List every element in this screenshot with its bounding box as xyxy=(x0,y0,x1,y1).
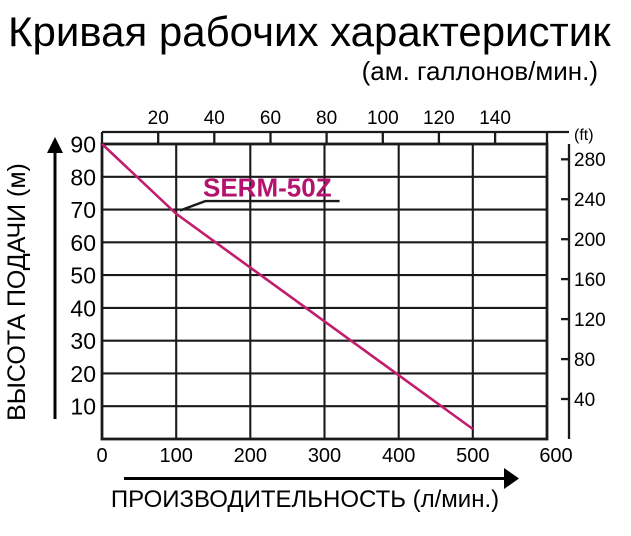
svg-text:80: 80 xyxy=(316,108,337,129)
svg-text:60: 60 xyxy=(260,108,281,129)
svg-text:120: 120 xyxy=(423,108,455,129)
svg-text:120: 120 xyxy=(574,310,606,331)
svg-text:160: 160 xyxy=(574,270,606,291)
svg-text:(ам. галлонов/мин.): (ам. галлонов/мин.) xyxy=(362,56,598,86)
svg-text:240: 240 xyxy=(574,190,606,211)
svg-text:20: 20 xyxy=(70,361,96,387)
svg-text:300: 300 xyxy=(308,445,341,467)
svg-text:Кривая рабочих характеристик: Кривая рабочих характеристик xyxy=(8,8,611,55)
svg-text:400: 400 xyxy=(382,445,415,467)
svg-text:40: 40 xyxy=(204,108,225,129)
svg-text:600: 600 xyxy=(539,445,572,467)
svg-text:60: 60 xyxy=(70,230,96,256)
svg-text:80: 80 xyxy=(574,350,595,371)
svg-text:ВЫСОТА ПОДАЧИ (м): ВЫСОТА ПОДАЧИ (м) xyxy=(3,163,31,421)
svg-text:100: 100 xyxy=(160,445,193,467)
svg-text:280: 280 xyxy=(574,150,606,171)
svg-text:80: 80 xyxy=(70,164,96,190)
svg-text:SERM-50Z: SERM-50Z xyxy=(203,173,332,203)
svg-text:ПРОИЗВОДИТЕЛЬНОСТЬ (л/мин.): ПРОИЗВОДИТЕЛЬНОСТЬ (л/мин.) xyxy=(111,486,499,513)
svg-text:40: 40 xyxy=(70,295,96,321)
svg-text:500: 500 xyxy=(456,445,489,467)
svg-text:20: 20 xyxy=(148,108,169,129)
svg-text:40: 40 xyxy=(574,390,595,411)
svg-text:70: 70 xyxy=(70,197,96,223)
svg-text:200: 200 xyxy=(574,230,606,251)
svg-text:(ft): (ft) xyxy=(574,127,594,144)
svg-text:90: 90 xyxy=(70,132,96,158)
svg-text:0: 0 xyxy=(96,445,107,467)
svg-text:10: 10 xyxy=(70,394,96,420)
svg-text:30: 30 xyxy=(70,328,96,354)
svg-text:100: 100 xyxy=(367,108,399,129)
svg-text:140: 140 xyxy=(479,108,511,129)
svg-text:200: 200 xyxy=(234,445,267,467)
svg-text:50: 50 xyxy=(70,263,96,289)
